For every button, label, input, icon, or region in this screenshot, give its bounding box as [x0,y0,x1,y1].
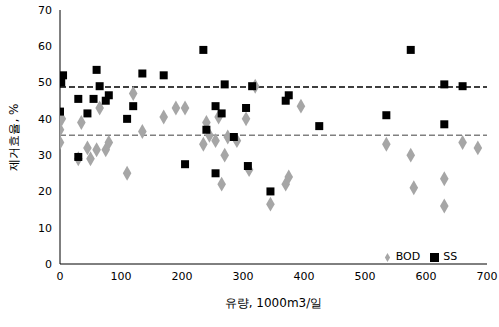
svg-text:유량, 1000m3/일: 유량, 1000m3/일 [225,296,323,310]
html-text:SS: SS [443,250,458,263]
svg-text:0: 0 [57,270,64,283]
svg-text:100: 100 [111,270,132,283]
html-text:BOD: BOD [395,250,421,263]
svg-text:400: 400 [294,270,315,283]
svg-text:50: 50 [38,76,52,89]
svg-text:제거효율, %: 제거효율, % [7,103,21,170]
svg-text:0: 0 [45,258,52,271]
svg-text:700: 700 [477,270,498,283]
svg-text:600: 600 [416,270,437,283]
svg-text:300: 300 [233,270,254,283]
svg-text:20: 20 [38,185,52,198]
svg-text:10: 10 [38,222,52,235]
svg-text:200: 200 [172,270,193,283]
svg-text:60: 60 [38,40,52,53]
svg-text:500: 500 [355,270,376,283]
svg-text:30: 30 [38,149,52,162]
svg-text:40: 40 [38,113,52,126]
svg-text:70: 70 [38,4,52,17]
